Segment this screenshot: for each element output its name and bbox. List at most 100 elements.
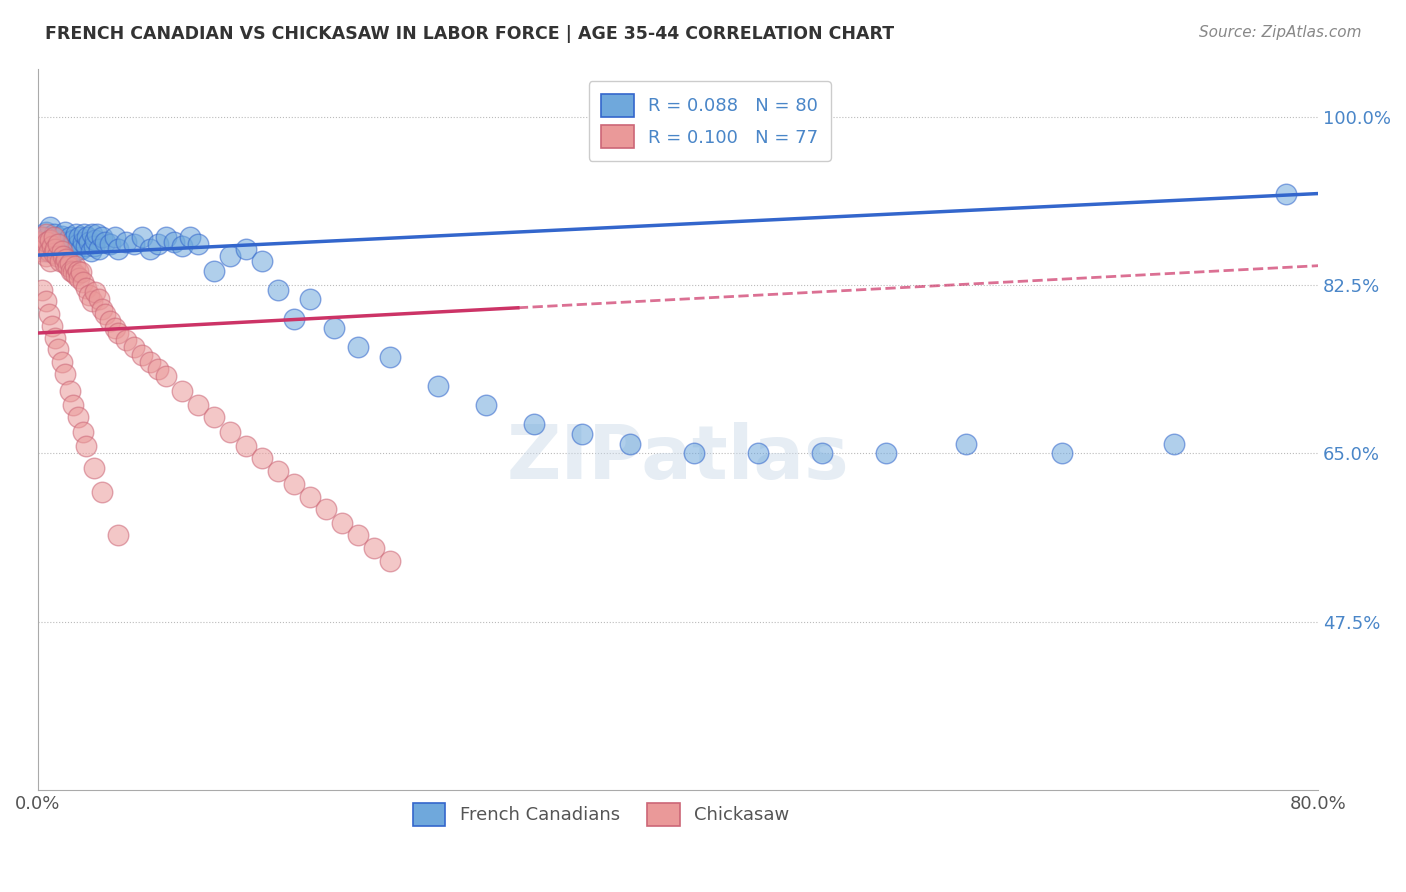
Point — [59, 256, 82, 270]
Point — [53, 256, 76, 270]
Point — [267, 283, 290, 297]
Point — [42, 227, 65, 241]
Point — [378, 554, 401, 568]
Point — [65, 268, 87, 283]
Point — [30, 235, 52, 249]
Point — [41, 233, 63, 247]
Point — [1163, 436, 1185, 450]
Point — [82, 294, 104, 309]
Point — [53, 368, 76, 382]
Point — [811, 446, 834, 460]
Point — [218, 249, 240, 263]
Point — [875, 446, 897, 460]
Point — [31, 230, 53, 244]
Point — [30, 244, 52, 259]
Point — [34, 249, 56, 263]
Point — [131, 348, 153, 362]
Point — [70, 265, 93, 279]
Point — [298, 293, 321, 307]
Point — [67, 230, 90, 244]
Point — [38, 235, 60, 249]
Point — [94, 307, 117, 321]
Point — [267, 464, 290, 478]
Point — [235, 243, 257, 257]
Point — [44, 331, 66, 345]
Point — [60, 239, 83, 253]
Point — [122, 341, 145, 355]
Point — [114, 235, 136, 249]
Point — [83, 460, 105, 475]
Point — [44, 236, 66, 251]
Legend: R = 0.088   N = 80, R = 0.100   N = 77: R = 0.088 N = 80, R = 0.100 N = 77 — [589, 81, 831, 161]
Point — [48, 236, 70, 251]
Point — [38, 244, 60, 259]
Point — [63, 259, 86, 273]
Point — [39, 239, 62, 253]
Point — [346, 528, 368, 542]
Point — [283, 311, 305, 326]
Point — [83, 239, 105, 253]
Point — [131, 230, 153, 244]
Point — [330, 516, 353, 530]
Point — [250, 451, 273, 466]
Point — [1275, 186, 1298, 201]
Point — [72, 425, 94, 439]
Point — [45, 243, 67, 257]
Point — [59, 384, 82, 398]
Point — [38, 307, 60, 321]
Point — [48, 343, 70, 357]
Point — [98, 313, 121, 327]
Point — [103, 230, 125, 244]
Point — [67, 271, 90, 285]
Point — [90, 301, 112, 316]
Point — [51, 244, 73, 259]
Point — [70, 243, 93, 257]
Point — [363, 541, 385, 555]
Point — [62, 265, 84, 279]
Point — [86, 227, 108, 241]
Point — [103, 321, 125, 335]
Point — [56, 243, 79, 257]
Point — [202, 263, 225, 277]
Point — [250, 253, 273, 268]
Point — [41, 319, 63, 334]
Point — [49, 236, 72, 251]
Point — [87, 243, 110, 257]
Point — [138, 355, 160, 369]
Point — [65, 227, 87, 241]
Point — [34, 244, 56, 259]
Text: FRENCH CANADIAN VS CHICKASAW IN LABOR FORCE | AGE 35-44 CORRELATION CHART: FRENCH CANADIAN VS CHICKASAW IN LABOR FO… — [45, 25, 894, 43]
Point — [63, 244, 86, 259]
Point — [202, 409, 225, 424]
Point — [747, 446, 769, 460]
Point — [72, 235, 94, 249]
Point — [32, 239, 55, 253]
Text: Source: ZipAtlas.com: Source: ZipAtlas.com — [1198, 25, 1361, 40]
Point — [34, 225, 56, 239]
Point — [378, 350, 401, 364]
Point — [122, 236, 145, 251]
Point — [146, 361, 169, 376]
Point — [170, 384, 193, 398]
Point — [37, 230, 59, 244]
Point — [107, 528, 129, 542]
Point — [73, 227, 96, 241]
Point — [426, 379, 449, 393]
Point — [170, 239, 193, 253]
Point — [42, 246, 65, 260]
Point — [60, 263, 83, 277]
Point — [32, 239, 55, 253]
Point — [94, 235, 117, 249]
Point — [619, 436, 641, 450]
Point — [79, 244, 101, 259]
Point — [90, 230, 112, 244]
Point — [114, 333, 136, 347]
Point — [84, 233, 107, 247]
Point — [75, 239, 97, 253]
Legend: French Canadians, Chickasaw: French Canadians, Chickasaw — [404, 794, 799, 835]
Point — [62, 233, 84, 247]
Point — [51, 244, 73, 259]
Point — [28, 235, 51, 249]
Point — [187, 398, 209, 412]
Point — [346, 341, 368, 355]
